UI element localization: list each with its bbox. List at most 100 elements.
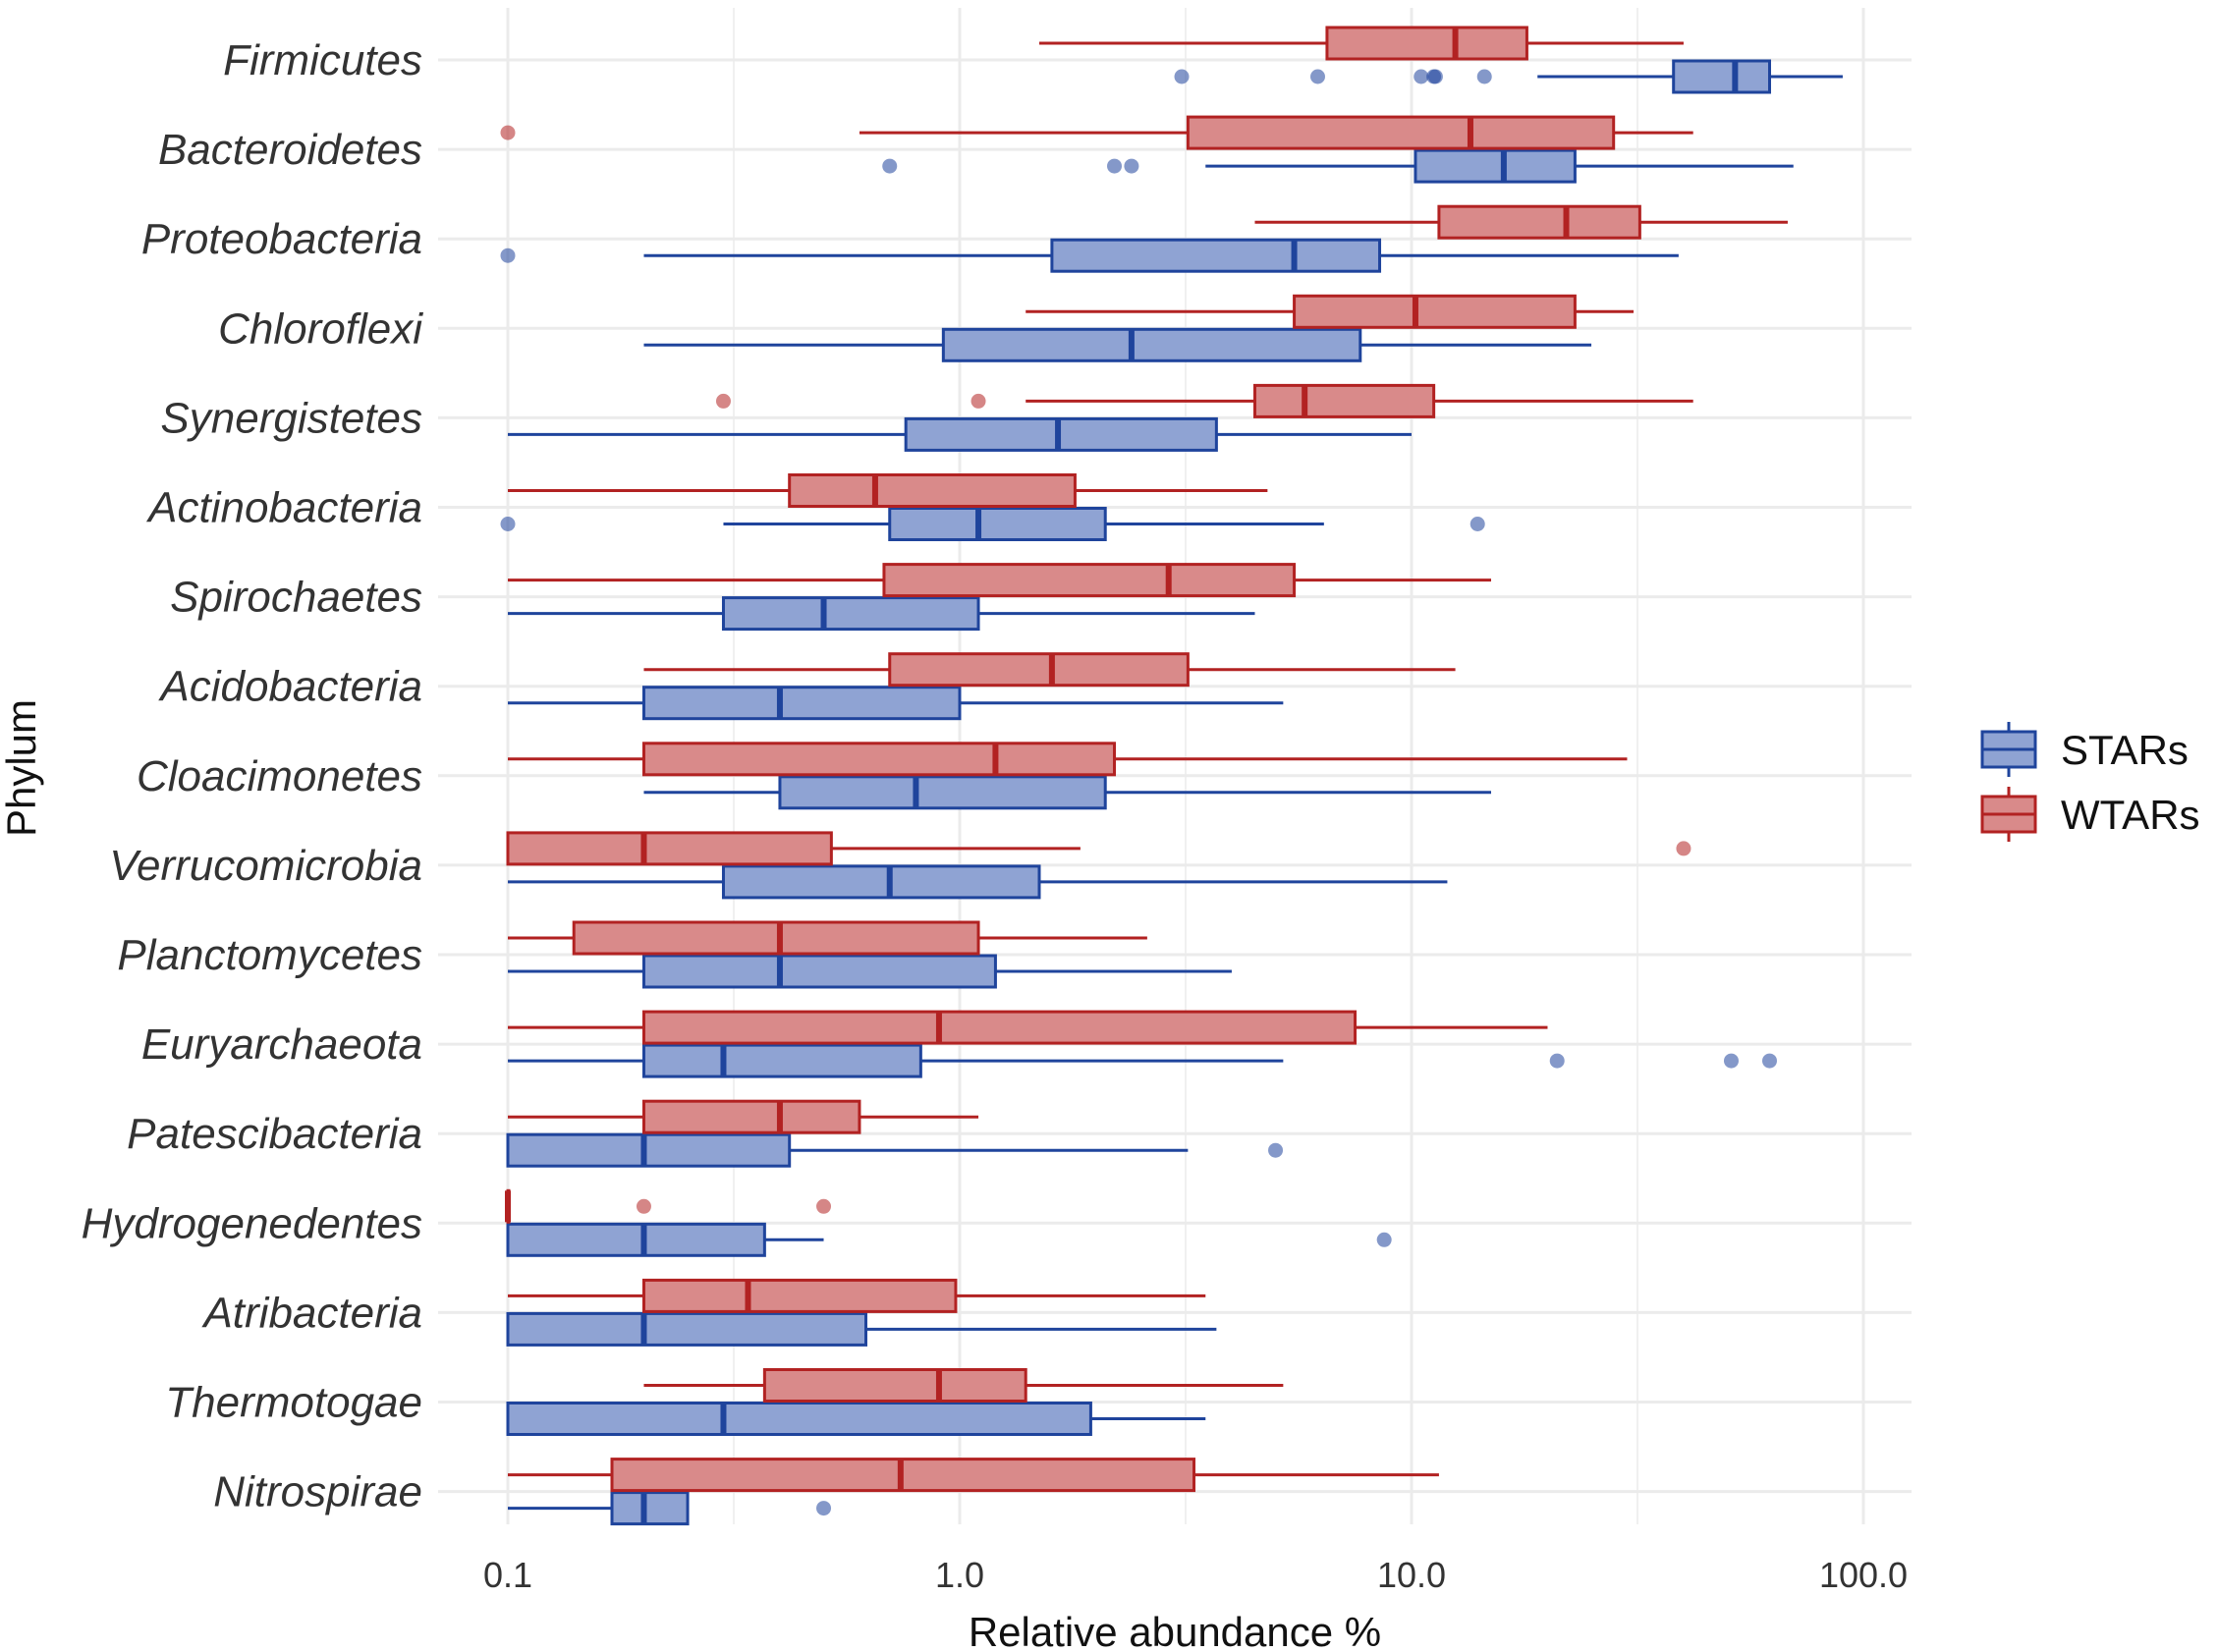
outlier-point (1268, 1142, 1284, 1158)
outlier-point (816, 1501, 832, 1516)
x-tick-label: 1.0 (935, 1555, 984, 1595)
box-iqr (888, 507, 1107, 541)
category-label: Thermotogae (165, 1379, 422, 1427)
x-axis-tick-labels: 0.1 1.0 10.0 100.0 (483, 1555, 1908, 1595)
outlier-point (1414, 69, 1429, 84)
category-label: Hydrogenedentes (82, 1199, 422, 1247)
outlier-point (1762, 1053, 1778, 1069)
category-label: Nitrospirae (213, 1468, 422, 1516)
outlier-point (1469, 517, 1485, 531)
box-iqr (506, 1132, 792, 1168)
box-iqr (610, 1491, 690, 1526)
outlier-point (715, 393, 731, 409)
box-stars (500, 507, 1485, 541)
outlier-point (636, 1198, 651, 1214)
box-wtars (506, 831, 1691, 866)
box-iqr (1672, 59, 1772, 94)
box-wtars (508, 742, 1628, 777)
box-iqr (1186, 115, 1616, 150)
box-iqr (641, 954, 997, 989)
x-tick-label: 100.0 (1819, 1555, 1908, 1595)
box-stars (500, 238, 1679, 273)
box-wtars (1026, 294, 1635, 329)
box-stars (643, 327, 1592, 362)
y-axis-category-labels: Firmicutes Bacteroidetes Proteobacteria Chl… (82, 36, 424, 1516)
box-stars (506, 1311, 1217, 1347)
box-iqr (1437, 204, 1641, 240)
box-iqr (904, 416, 1218, 452)
box-series (500, 26, 1843, 1526)
box-stars (508, 954, 1232, 989)
outlier-point (1549, 1053, 1565, 1069)
category-label: Actinobacteria (145, 484, 422, 532)
box-iqr (641, 1043, 922, 1078)
outlier-point (970, 393, 986, 409)
box-iqr (506, 1311, 868, 1347)
category-label: Spirochaetes (170, 574, 422, 622)
box-iqr (1293, 294, 1577, 329)
box-wtars (715, 383, 1693, 418)
box-wtars (508, 473, 1268, 508)
category-label: Verrucomicrobia (109, 842, 422, 890)
box-wtars (508, 1458, 1439, 1493)
box-iqr (788, 473, 1077, 508)
legend: STARs WTARs (1980, 722, 2200, 842)
outlier-point (1676, 841, 1691, 856)
box-stars (508, 1491, 832, 1526)
outlier-point (1174, 69, 1190, 84)
category-label: Euryarchaeota (141, 1020, 422, 1069)
outlier-point (1476, 69, 1492, 84)
outlier-point (1723, 1053, 1739, 1069)
outlier-point (500, 125, 516, 140)
box-iqr (941, 327, 1362, 362)
category-label: Proteobacteria (141, 215, 422, 263)
category-label: Cloacimonetes (137, 752, 422, 800)
category-label: Atribacteria (200, 1289, 422, 1337)
outlier-point (1376, 1232, 1392, 1247)
outlier-point (816, 1198, 832, 1214)
box-stars (643, 775, 1492, 810)
box-wtars (1039, 26, 1684, 61)
box-wtars (508, 563, 1492, 598)
box-stars (506, 1132, 1284, 1168)
box-iqr (641, 1278, 958, 1313)
box-wtars (1254, 204, 1788, 240)
box-wtars (508, 1278, 1206, 1313)
box-iqr (641, 1099, 861, 1134)
box-stars (506, 1222, 1392, 1257)
box-iqr (572, 920, 980, 956)
box-iqr (506, 831, 833, 866)
legend-label: WTARs (2061, 792, 2200, 838)
box-iqr (1414, 148, 1577, 184)
box-iqr (762, 1368, 1027, 1403)
outlier-point (1310, 69, 1326, 84)
box-stars (1174, 59, 1843, 94)
box-stars (506, 1402, 1206, 1436)
y-axis-title: Phylum (0, 699, 44, 837)
category-label: Acidobacteria (157, 663, 422, 711)
box-iqr (506, 1402, 1092, 1436)
box-iqr (721, 864, 1041, 900)
box-wtars (508, 920, 1147, 956)
box-wtars (505, 1188, 832, 1224)
box-wtars (500, 115, 1693, 150)
box-stars (508, 416, 1412, 452)
box-iqr (1050, 238, 1382, 273)
x-axis-title: Relative abundance % (969, 1609, 1381, 1652)
box-wtars (508, 1010, 1548, 1045)
outlier-point (500, 517, 516, 531)
category-label: Planctomycetes (117, 931, 422, 979)
box-iqr (721, 596, 980, 632)
box-iqr (882, 563, 1297, 598)
box-iqr (506, 1222, 766, 1257)
x-tick-label: 0.1 (483, 1555, 532, 1595)
x-tick-label: 10.0 (1377, 1555, 1446, 1595)
box-stars (508, 596, 1255, 632)
box-iqr (1252, 383, 1436, 418)
outlier-point (1124, 158, 1139, 174)
category-label: Bacteroidetes (158, 126, 422, 174)
outlier-point (882, 158, 898, 174)
outlier-point (500, 248, 516, 263)
box-wtars (643, 652, 1456, 688)
